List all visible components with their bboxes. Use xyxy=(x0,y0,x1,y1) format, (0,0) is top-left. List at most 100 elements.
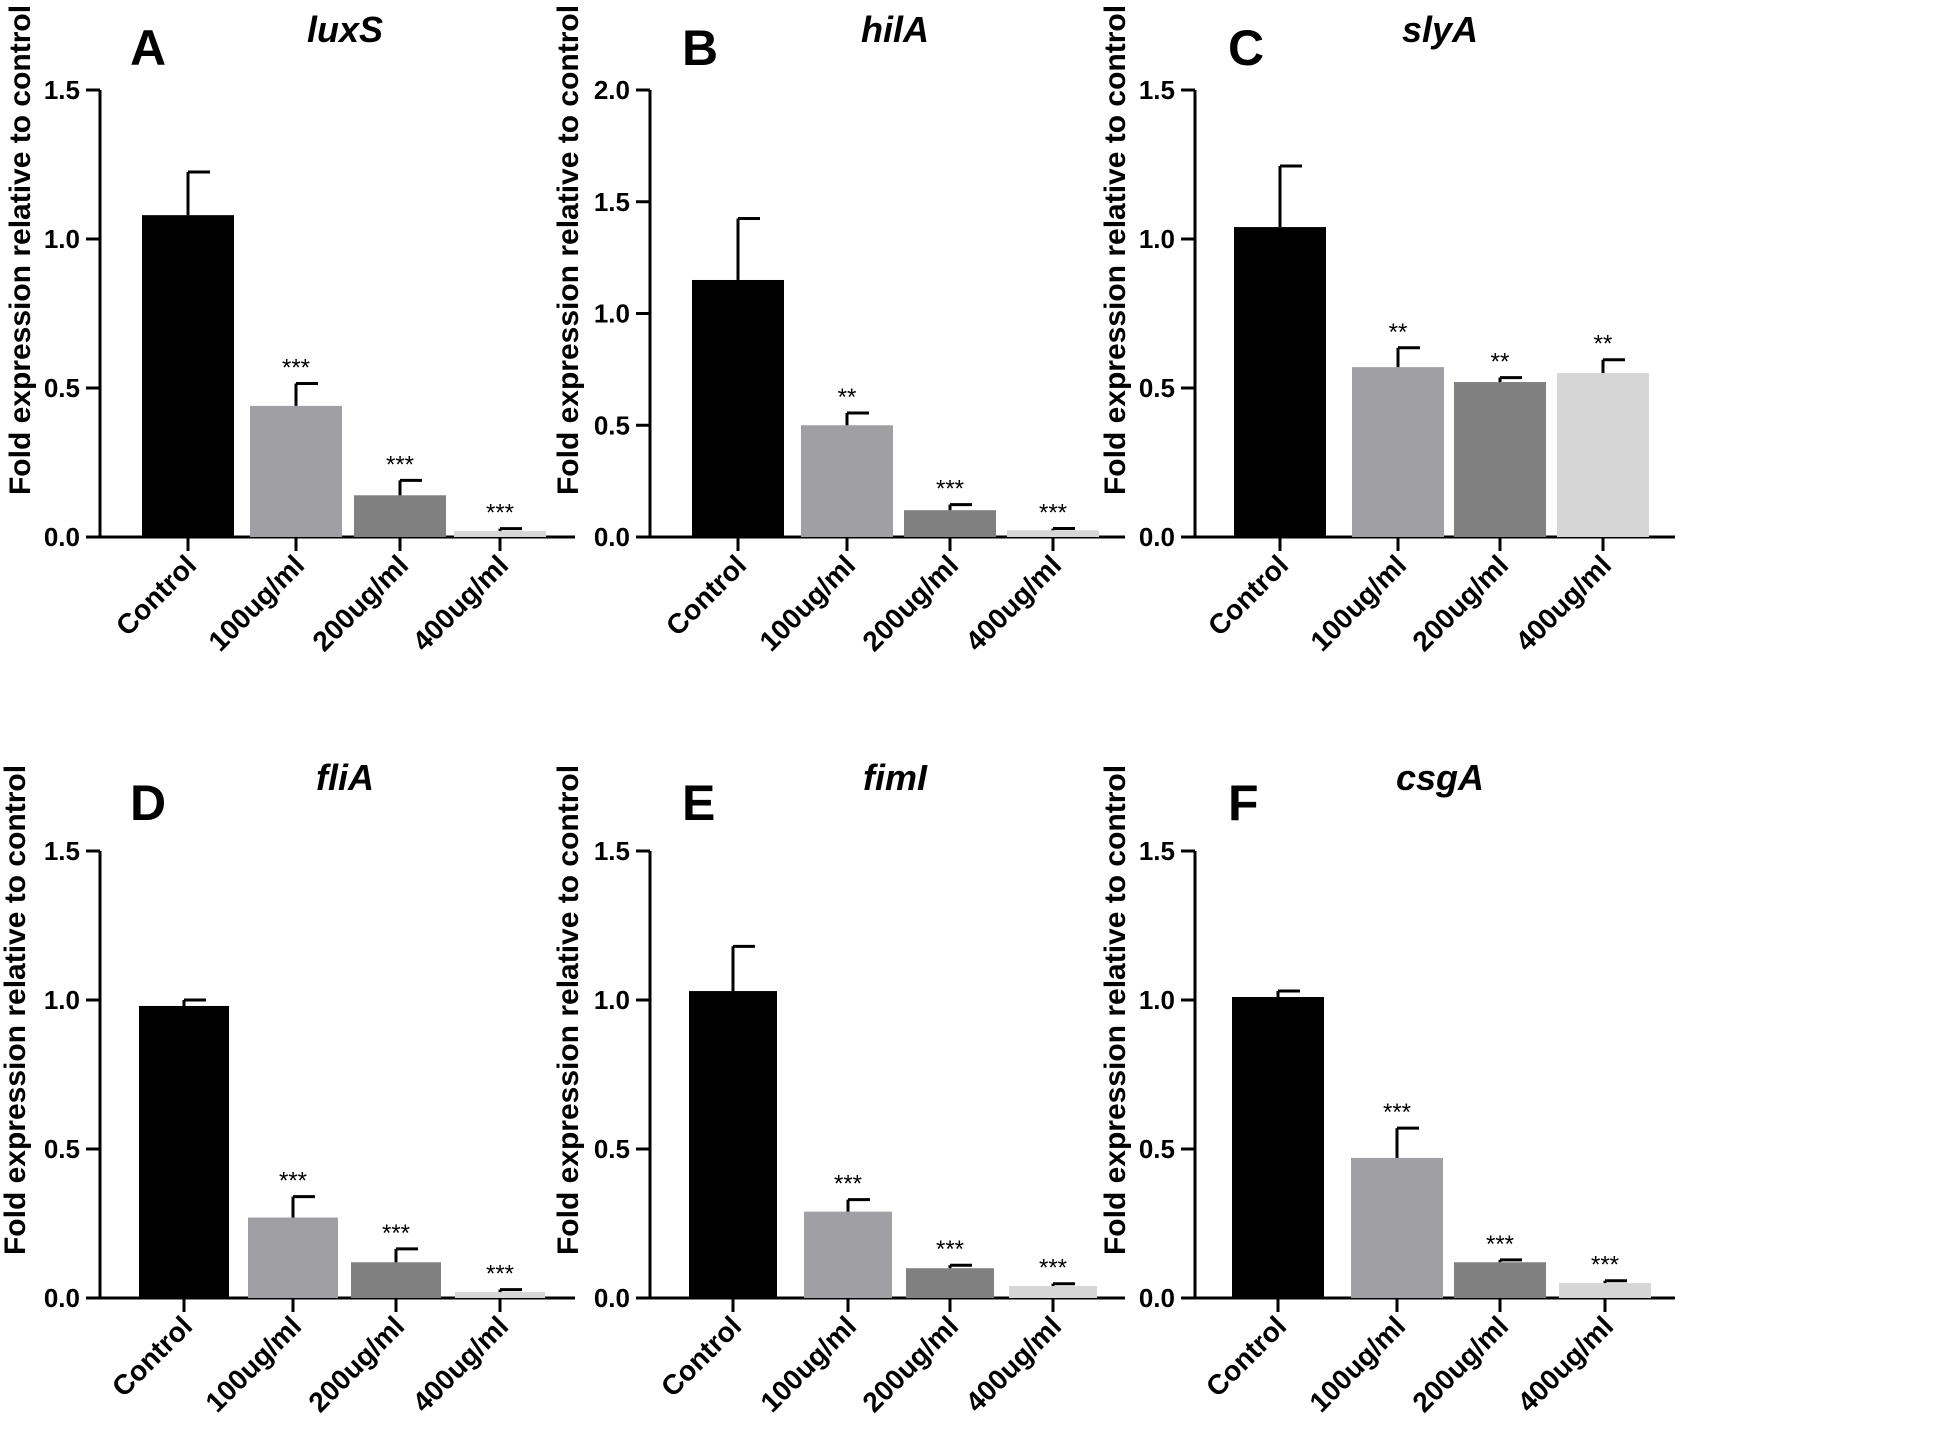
bar-400ugml xyxy=(1557,373,1649,537)
gene-title: fliA xyxy=(316,757,374,798)
x-tick-label: 400ug/ml xyxy=(959,549,1067,657)
y-tick-label: 0.0 xyxy=(44,1283,80,1313)
significance-marker: ** xyxy=(1389,319,1408,346)
significance-marker: *** xyxy=(486,500,514,527)
y-axis-label: Fold expression relative to control xyxy=(552,765,585,1255)
gene-title: hilA xyxy=(861,9,929,50)
y-tick-label: 1.5 xyxy=(594,187,630,217)
significance-marker: *** xyxy=(386,451,414,478)
y-tick-label: 1.0 xyxy=(44,985,80,1015)
panel-letter: B xyxy=(682,20,718,76)
y-tick-label: 1.5 xyxy=(44,836,80,866)
panel-letter: D xyxy=(130,775,166,831)
significance-marker: ** xyxy=(1594,331,1613,358)
bar-100ugml xyxy=(1351,1157,1443,1298)
x-tick-label: 200ug/ml xyxy=(306,549,414,657)
x-tick-label: Control xyxy=(660,549,752,641)
y-axis-label: Fold expression relative to control xyxy=(1099,5,1132,495)
y-tick-label: 0.5 xyxy=(44,1134,80,1164)
bar-400ugml xyxy=(1559,1283,1651,1298)
y-tick-label: 0.5 xyxy=(1139,1134,1175,1164)
significance-marker: *** xyxy=(834,1171,862,1198)
y-tick-label: 1.5 xyxy=(594,836,630,866)
significance-marker: *** xyxy=(486,1261,514,1288)
y-tick-label: 0.5 xyxy=(1139,373,1175,403)
x-tick-label: 100ug/ml xyxy=(753,549,861,657)
gene-title: fimI xyxy=(863,757,928,798)
panel-letter: E xyxy=(682,775,715,831)
x-tick-label: Control xyxy=(106,1310,198,1402)
gene-title: luxS xyxy=(307,9,383,50)
x-tick-label: 200ug/ml xyxy=(856,1310,964,1418)
significance-marker: *** xyxy=(1039,500,1067,527)
gene-title: slyA xyxy=(1402,9,1478,50)
gene-title: csgA xyxy=(1396,757,1484,798)
bar-control xyxy=(1234,227,1326,537)
significance-marker: *** xyxy=(1486,1231,1514,1258)
y-tick-label: 1.0 xyxy=(1139,224,1175,254)
y-tick-label: 0.5 xyxy=(594,1134,630,1164)
x-tick-label: Control xyxy=(1202,549,1294,641)
y-tick-label: 0.0 xyxy=(594,522,630,552)
x-tick-label: 200ug/ml xyxy=(1406,1310,1514,1418)
bar-200ugml xyxy=(1454,382,1546,537)
y-tick-label: 2.0 xyxy=(594,75,630,105)
y-tick-label: 1.0 xyxy=(1139,985,1175,1015)
bar-100ugml xyxy=(248,1217,338,1298)
significance-marker: ** xyxy=(838,384,857,411)
x-tick-label: 400ug/ml xyxy=(406,549,514,657)
x-tick-label: Control xyxy=(1200,1310,1292,1402)
significance-marker: *** xyxy=(1591,1252,1619,1279)
bar-400ugml xyxy=(1007,530,1099,537)
x-tick-label: 200ug/ml xyxy=(856,549,964,657)
y-tick-label: 0.0 xyxy=(594,1283,630,1313)
x-tick-label: 100ug/ml xyxy=(199,1310,307,1418)
x-tick-label: 100ug/ml xyxy=(1303,1310,1411,1418)
significance-marker: *** xyxy=(936,476,964,503)
significance-marker: *** xyxy=(936,1236,964,1263)
bar-200ugml xyxy=(351,1262,441,1298)
panel-letter: F xyxy=(1228,775,1259,831)
x-tick-label: Control xyxy=(110,549,202,641)
significance-marker: ** xyxy=(1491,349,1510,376)
y-tick-label: 1.5 xyxy=(1139,75,1175,105)
x-tick-label: 400ug/ml xyxy=(406,1310,514,1418)
significance-marker: *** xyxy=(1383,1099,1411,1126)
bar-control xyxy=(692,279,784,537)
y-tick-label: 1.0 xyxy=(594,985,630,1015)
bar-400ugml xyxy=(1009,1286,1097,1298)
y-axis-label: Fold expression relative to control xyxy=(4,5,37,495)
x-tick-label: 100ug/ml xyxy=(754,1310,862,1418)
bar-control xyxy=(1232,997,1324,1298)
x-tick-label: 400ug/ml xyxy=(959,1310,1067,1418)
x-tick-label: 200ug/ml xyxy=(1406,549,1514,657)
significance-marker: *** xyxy=(382,1220,410,1247)
bar-100ugml xyxy=(801,425,893,537)
bar-control xyxy=(689,991,777,1298)
x-tick-label: 400ug/ml xyxy=(1509,549,1617,657)
x-tick-label: 100ug/ml xyxy=(202,549,310,657)
significance-marker: *** xyxy=(279,1168,307,1195)
panel-letter: A xyxy=(130,20,166,76)
y-tick-label: 0.0 xyxy=(1139,522,1175,552)
y-tick-label: 1.0 xyxy=(594,299,630,329)
significance-marker: *** xyxy=(1039,1255,1067,1282)
bar-control xyxy=(142,215,234,537)
y-tick-label: 1.0 xyxy=(44,224,80,254)
bar-100ugml xyxy=(1352,367,1444,537)
x-tick-label: Control xyxy=(655,1310,747,1402)
x-tick-label: 400ug/ml xyxy=(1511,1310,1619,1418)
bar-100ugml xyxy=(804,1211,892,1298)
y-tick-label: 0.5 xyxy=(594,410,630,440)
bar-200ugml xyxy=(906,1268,994,1298)
y-tick-label: 1.5 xyxy=(44,75,80,105)
bar-200ugml xyxy=(1454,1262,1546,1298)
y-tick-label: 0.5 xyxy=(44,373,80,403)
y-axis-label: Fold expression relative to control xyxy=(1099,765,1132,1255)
x-tick-label: 100ug/ml xyxy=(1304,549,1412,657)
bar-200ugml xyxy=(354,495,446,537)
